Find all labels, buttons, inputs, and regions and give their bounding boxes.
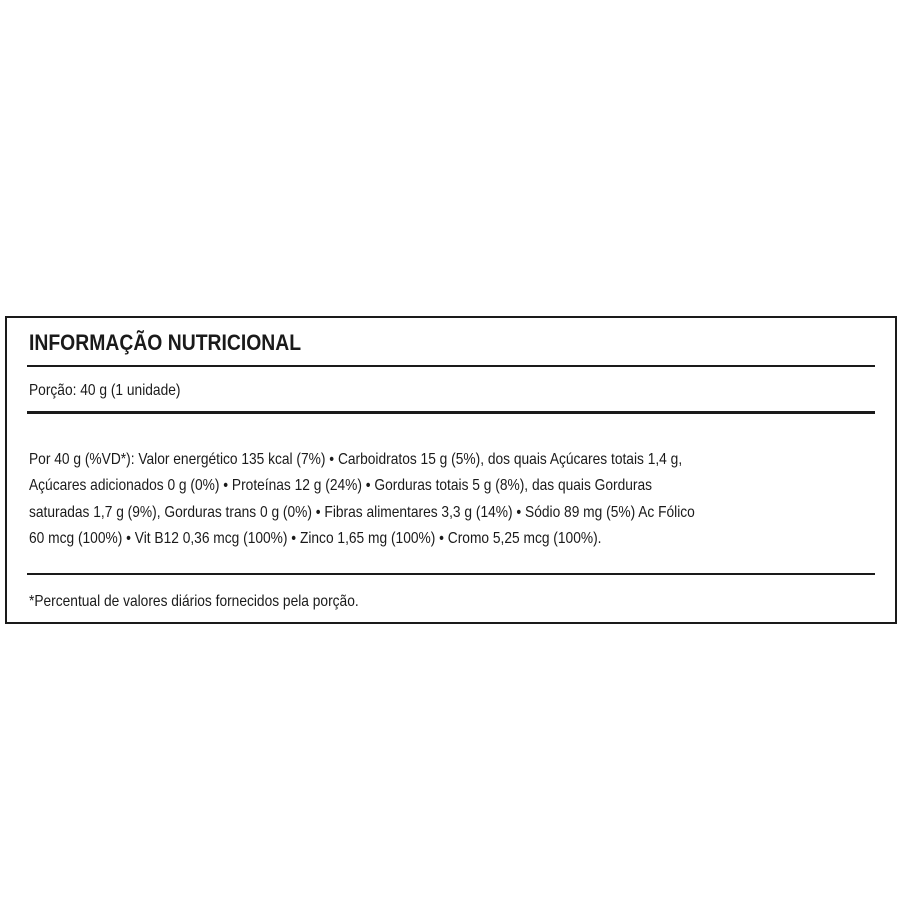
nutrient-list: Por 40 g (%VD*): Valor energético 135 kc… <box>29 447 695 552</box>
divider <box>27 573 875 575</box>
divider <box>27 365 875 367</box>
footnote: *Percentual de valores diários fornecido… <box>29 593 359 610</box>
nutrient-line: Por 40 g (%VD*): Valor energético 135 kc… <box>29 451 683 468</box>
nutrition-facts-table: INFORMAÇÃO NUTRICIONAL Porção: 40 g (1 u… <box>5 316 897 624</box>
nutrient-line: saturadas 1,7 g (9%), Gorduras trans 0 g… <box>29 503 695 521</box>
divider-thick <box>27 411 875 414</box>
table-title: INFORMAÇÃO NUTRICIONAL <box>29 330 302 355</box>
nutrient-line: 60 mcg (100%) • Vit B12 0,36 mcg (100%) … <box>29 529 602 547</box>
nutrient-line: Açúcares adicionados 0 g (0%) • Proteína… <box>29 477 653 495</box>
portion-size: Porção: 40 g (1 unidade) <box>29 382 181 399</box>
